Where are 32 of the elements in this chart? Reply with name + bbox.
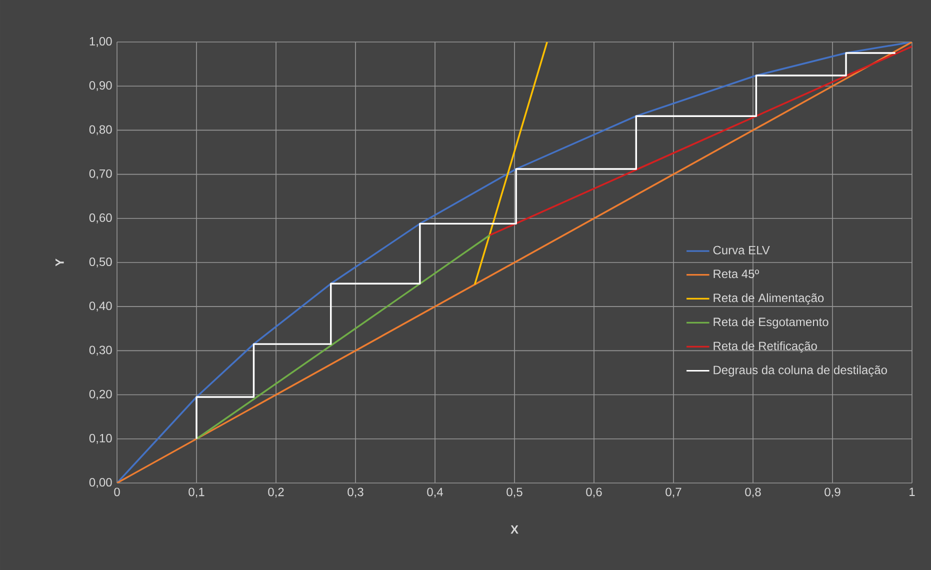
y-tick-label: 0,90 bbox=[89, 81, 112, 92]
x-tick-label: 0,9 bbox=[824, 488, 840, 498]
y-tick-label: 0,80 bbox=[89, 125, 112, 136]
legend-label: Degraus da coluna de destilação bbox=[714, 365, 887, 377]
x-tick-label: 0 bbox=[114, 488, 120, 496]
y-tick-label: 0,40 bbox=[89, 302, 112, 312]
line-series bbox=[196, 52, 896, 440]
y-tick-label: 0,50 bbox=[89, 258, 112, 268]
x-tick-label: 1 bbox=[910, 488, 915, 496]
y-tick-label: 0,20 bbox=[89, 390, 112, 400]
y-tick-label: 0,10 bbox=[89, 434, 112, 444]
legend-label: Reta de Esgotamento bbox=[714, 317, 828, 329]
legend-label: Reta de Alimentação bbox=[714, 293, 824, 305]
x-tick-label: 0,1 bbox=[188, 488, 204, 498]
x-tick-label: 0,5 bbox=[506, 488, 522, 498]
x-tick-label: 0,4 bbox=[427, 488, 443, 498]
x-axis-title: X bbox=[510, 525, 518, 534]
y-tick-label: 0,30 bbox=[89, 346, 112, 356]
y-tick-label: 0,60 bbox=[89, 213, 112, 224]
x-tick-label: 0,6 bbox=[586, 488, 602, 498]
legend-label: Curva ELV bbox=[713, 246, 770, 254]
y-tick-label: 0,70 bbox=[89, 169, 112, 180]
x-tick-label: 0,3 bbox=[348, 488, 364, 498]
legend-label: Reta de Retificação bbox=[714, 341, 817, 353]
x-tick-label: 0,7 bbox=[666, 488, 682, 498]
x-tick-label: 0,8 bbox=[745, 488, 761, 498]
legend-label: Reta 45º bbox=[714, 270, 760, 278]
y-axis-title: Y bbox=[56, 258, 64, 266]
y-tick-label: 1,00 bbox=[90, 37, 112, 47]
y-tick-label: 0,00 bbox=[89, 478, 112, 488]
line-series bbox=[117, 42, 912, 483]
x-tick-label: 0,2 bbox=[268, 488, 284, 498]
